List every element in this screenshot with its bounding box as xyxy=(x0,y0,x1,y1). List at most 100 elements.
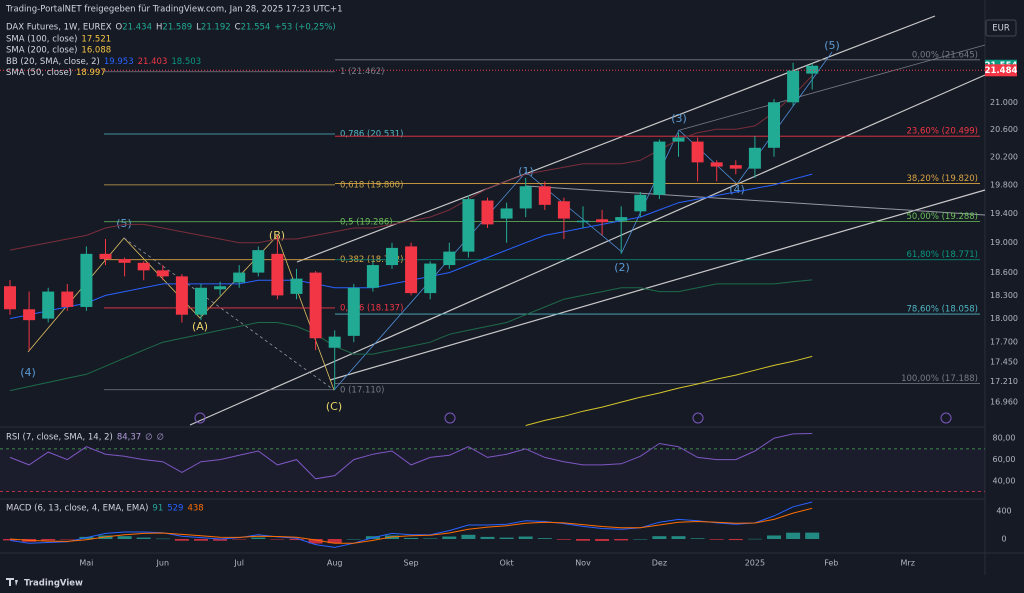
candle-body xyxy=(806,65,819,74)
candle-body xyxy=(443,251,456,266)
legend-label: C xyxy=(235,23,241,33)
icon xyxy=(444,412,456,424)
legend-value: 21.192 xyxy=(201,23,231,33)
histogram-bar xyxy=(786,532,801,539)
histogram-bar xyxy=(556,538,571,540)
candle-body xyxy=(80,253,93,307)
candle-body xyxy=(729,165,742,169)
histogram-bar xyxy=(117,536,132,539)
legend-value: +53 (+0,25%) xyxy=(274,23,335,33)
trendline xyxy=(679,44,986,131)
y-tick-label: 17.700 xyxy=(990,338,1018,347)
histogram-bar xyxy=(652,536,667,539)
rsi-line xyxy=(9,433,813,480)
candle-body xyxy=(290,278,303,294)
histogram-bar xyxy=(690,538,705,539)
indicator-value: 16.088 xyxy=(81,46,111,56)
y-tick-label: 19.800 xyxy=(990,180,1018,189)
wave-label: (4) xyxy=(20,366,36,379)
candle-body xyxy=(557,201,570,219)
candle-body xyxy=(710,162,723,167)
histogram-bar xyxy=(194,538,208,541)
histogram-bar xyxy=(537,538,552,539)
histogram-bar xyxy=(576,538,590,541)
trendline xyxy=(189,74,986,426)
x-tick-label: Nov xyxy=(575,559,591,568)
candle-body xyxy=(61,291,74,307)
fib-label: 50,00% (19.288) xyxy=(907,212,979,222)
legend-value: ∅ xyxy=(145,433,152,443)
legend-title: MACD (6, 13, close, 4, EMA, EMA) xyxy=(6,504,148,514)
fib-label: 38,20% (19.820) xyxy=(907,174,979,184)
logo xyxy=(6,578,18,586)
legend-value: 438 xyxy=(187,504,203,514)
histogram-bar xyxy=(499,537,514,539)
indicator-label: SMA (100, close) xyxy=(6,35,77,45)
legend-label: H xyxy=(156,23,162,33)
histogram-bar xyxy=(614,538,629,541)
indicator-line xyxy=(525,355,813,426)
candle-body xyxy=(538,186,551,205)
histogram-bar xyxy=(480,536,495,539)
y-tick-label: 17.450 xyxy=(990,358,1018,367)
candle-body xyxy=(481,200,494,225)
histogram-bar xyxy=(289,538,304,541)
fib-label: 0,786 (20.531) xyxy=(340,129,403,139)
histogram-bar xyxy=(442,536,457,539)
footer-brand: TradingView xyxy=(24,579,83,589)
legend-value: 21.554 xyxy=(241,23,271,33)
fib-label: 0,382 (18.772) xyxy=(340,255,403,265)
icon xyxy=(692,412,704,424)
candle-body xyxy=(4,286,16,310)
y-tick-label: 20.600 xyxy=(990,125,1018,134)
legend-value: ∅ xyxy=(157,433,164,443)
wave-label: (5) xyxy=(116,217,132,230)
x-tick-label: 2025 xyxy=(745,559,765,568)
x-tick-label: Mrz xyxy=(901,559,915,568)
candle-body xyxy=(577,220,589,223)
x-tick-label: Aug xyxy=(327,559,343,568)
x-tick-label: Feb xyxy=(824,559,838,568)
histogram-bar xyxy=(461,534,476,539)
histogram-bar xyxy=(327,538,342,544)
histogram-bar xyxy=(805,532,820,539)
y-tick-label: 60,00 xyxy=(993,455,1016,464)
candle-body xyxy=(596,219,609,223)
macd-line xyxy=(9,501,813,548)
fib-label: 0 (17.110) xyxy=(340,385,384,395)
y-tick-label: 17.210 xyxy=(990,377,1018,386)
candle-body xyxy=(347,287,360,336)
histogram-bar xyxy=(595,538,610,541)
legend-title: DAX Futures, 1W, EUREX xyxy=(6,23,112,33)
candle-body xyxy=(42,291,55,319)
histogram-bar xyxy=(709,538,724,540)
wave-label: (5) xyxy=(824,39,840,52)
candle-body xyxy=(195,287,207,315)
x-tick-label: Jul xyxy=(233,559,244,568)
histogram-bar xyxy=(633,538,648,540)
candle-body xyxy=(768,102,780,148)
legend-value: 91 xyxy=(152,504,163,514)
histogram-bar xyxy=(518,536,533,539)
histogram-bar xyxy=(155,538,170,540)
indicator-value: 21.403 xyxy=(138,57,168,67)
trendline xyxy=(123,237,335,391)
indicator-value: 18.503 xyxy=(171,57,201,67)
y-tick-label: 20.200 xyxy=(990,152,1018,161)
x-tick-label: Jun xyxy=(156,559,170,568)
candle-body xyxy=(500,208,513,219)
histogram-bar xyxy=(308,538,323,544)
histogram-bar xyxy=(346,538,361,540)
legend-title: RSI (7, close, SMA, 14, 2) xyxy=(6,433,113,443)
histogram-bar xyxy=(423,538,438,539)
band-fill xyxy=(0,448,985,492)
indicator-value: 18.997 xyxy=(76,68,106,78)
legend-label: O xyxy=(116,23,123,33)
wave-label: (A) xyxy=(192,320,208,333)
legend-label: L xyxy=(196,23,201,33)
x-tick-label: Mai xyxy=(79,559,93,568)
y-tick-label: 0 xyxy=(1001,534,1006,543)
fib-label: 0,236 (18.137) xyxy=(340,303,403,313)
